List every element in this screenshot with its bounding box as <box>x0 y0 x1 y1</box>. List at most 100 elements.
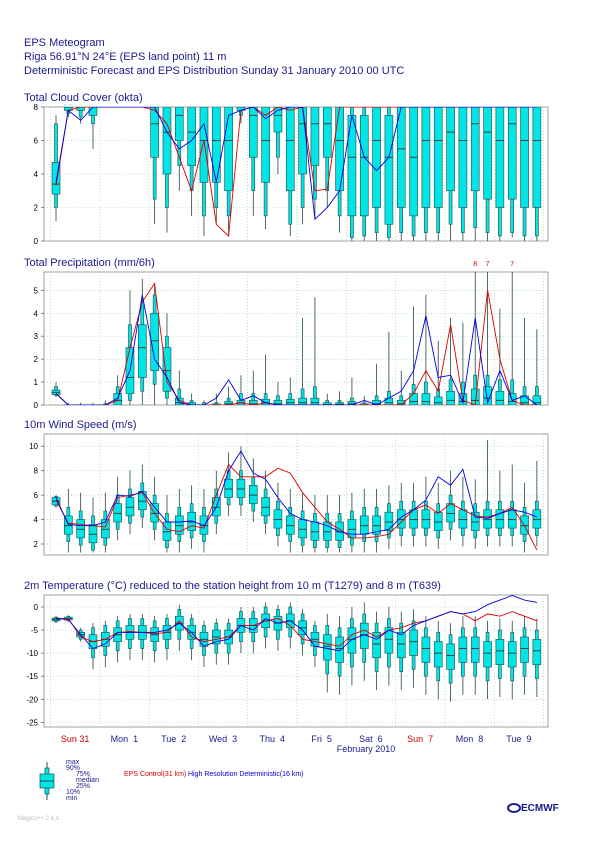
legend-series: EPS Control(31 km) <box>124 771 186 778</box>
y-tick-label: 0 <box>34 401 39 410</box>
box-p25-p75 <box>507 641 517 668</box>
y-tick-label: 2 <box>34 204 39 213</box>
box-p25-p75 <box>458 509 468 529</box>
box-p25-p75 <box>421 509 431 529</box>
legend-series: High Resolution Deterministic(16 km) <box>188 771 304 778</box>
box-p25-p75 <box>175 107 184 141</box>
y-tick-label: -5 <box>31 626 39 635</box>
box-p25-p75 <box>138 324 147 378</box>
box-p25-p75 <box>409 629 418 656</box>
box-p25-p75 <box>88 524 98 544</box>
box-p25-p75 <box>495 107 505 208</box>
legend-box-label: median <box>76 777 99 784</box>
box-p25-p75 <box>372 632 381 659</box>
box-p25-p75 <box>322 634 332 661</box>
box-p25-p75 <box>446 107 455 192</box>
box-p10-p90 <box>313 386 317 405</box>
box-p25-p75 <box>273 107 283 133</box>
panel-title: Total Precipitation (mm/6h) <box>24 257 155 269</box>
box-p25-p75 <box>520 636 529 663</box>
day-label: Sun 31 <box>61 734 90 744</box>
box-p25-p75 <box>285 107 295 192</box>
y-tick-label: 5 <box>34 286 39 295</box>
box-p10-p90 <box>78 107 83 118</box>
box-p10-p90 <box>251 393 256 405</box>
box-p25-p75 <box>298 107 307 175</box>
box-p25-p75 <box>162 347 172 392</box>
panel-title: Total Cloud Cover (okta) <box>24 92 143 104</box>
logo-text: ECMWF <box>521 803 559 814</box>
day-label: Fri 5 <box>311 734 332 744</box>
day-label: Sun 7 <box>407 734 433 744</box>
y-tick-label: 1 <box>34 378 39 387</box>
box-p25-p75 <box>532 639 542 665</box>
y-tick-label: 2 <box>34 540 39 549</box>
box-p25-p75 <box>224 478 233 498</box>
box-p25-p75 <box>162 107 172 175</box>
box-p25-p75 <box>396 107 406 208</box>
panel-frame <box>43 594 549 728</box>
box-p25-p75 <box>335 107 344 192</box>
month-label: February 2010 <box>337 744 396 754</box>
box-p25-p75 <box>236 478 246 498</box>
box-p25-p75 <box>409 107 418 217</box>
box-p25-p75 <box>322 402 332 405</box>
box-p25-p75 <box>458 636 468 663</box>
box-p25-p75 <box>359 403 369 405</box>
box-p25-p75 <box>285 398 295 405</box>
series-line <box>55 282 537 405</box>
box-p25-p75 <box>384 511 394 531</box>
box-p25-p75 <box>532 395 542 405</box>
box-p25-p75 <box>532 107 542 208</box>
box-p25-p75 <box>310 107 320 166</box>
legend-icon <box>39 762 55 800</box>
box-p25-p75 <box>76 107 85 111</box>
y-tick-label: 4 <box>34 309 39 318</box>
y-tick-label: 10 <box>29 442 38 451</box>
box-p25-p75 <box>347 627 357 654</box>
day-label: Sat 6 <box>359 734 383 744</box>
box-p25-p75 <box>507 509 517 529</box>
box-p25-p75 <box>51 161 61 195</box>
box-p25-p75 <box>495 509 505 529</box>
box-p25-p75 <box>211 403 221 405</box>
plot-area <box>51 107 542 241</box>
y-tick-label: 2 <box>34 355 39 364</box>
box-p25-p75 <box>433 511 443 531</box>
box-p25-p75 <box>113 503 122 523</box>
plot-area <box>51 272 542 405</box>
box-p25-p75 <box>470 107 480 192</box>
box-p25-p75 <box>359 115 369 217</box>
series-line <box>55 450 538 535</box>
logo: ECMWF <box>507 803 559 814</box>
y-tick-label: -20 <box>26 695 38 704</box>
panel-title: 2m Temperature (°C) reduced to the stati… <box>24 580 441 592</box>
box-p25-p75 <box>248 485 258 504</box>
box-p25-p75 <box>483 107 492 200</box>
box-p25-p75 <box>125 497 135 517</box>
box-p25-p75 <box>507 107 517 200</box>
legend-box-label: max <box>66 759 80 766</box>
legend-box-label: 75% <box>76 771 90 778</box>
day-label: Tue 9 <box>506 734 531 744</box>
plot-area <box>51 595 542 702</box>
header-subtitle: Deterministic Forecast and EPS Distribut… <box>24 65 404 77</box>
box-p25-p75 <box>224 107 233 192</box>
box-p25-p75 <box>458 107 468 208</box>
box-p25-p75 <box>384 115 394 225</box>
box-p25-p75 <box>483 641 492 668</box>
y-tick-label: 4 <box>34 170 39 179</box>
box-p25-p75 <box>310 397 320 405</box>
box-p25-p75 <box>520 107 529 208</box>
box-p25-p75 <box>88 107 98 116</box>
box-p25-p75 <box>298 519 307 539</box>
box-p25-p75 <box>470 636 480 663</box>
box-p25-p75 <box>384 627 394 654</box>
box-p25-p75 <box>261 107 270 183</box>
plot-area <box>51 440 542 553</box>
box-p25-p75 <box>359 515 369 535</box>
panel-title: 10m Wind Speed (m/s) <box>24 419 136 431</box>
box-p25-p75 <box>347 401 357 405</box>
box-p25-p75 <box>483 386 492 405</box>
box-p25-p75 <box>421 393 431 405</box>
